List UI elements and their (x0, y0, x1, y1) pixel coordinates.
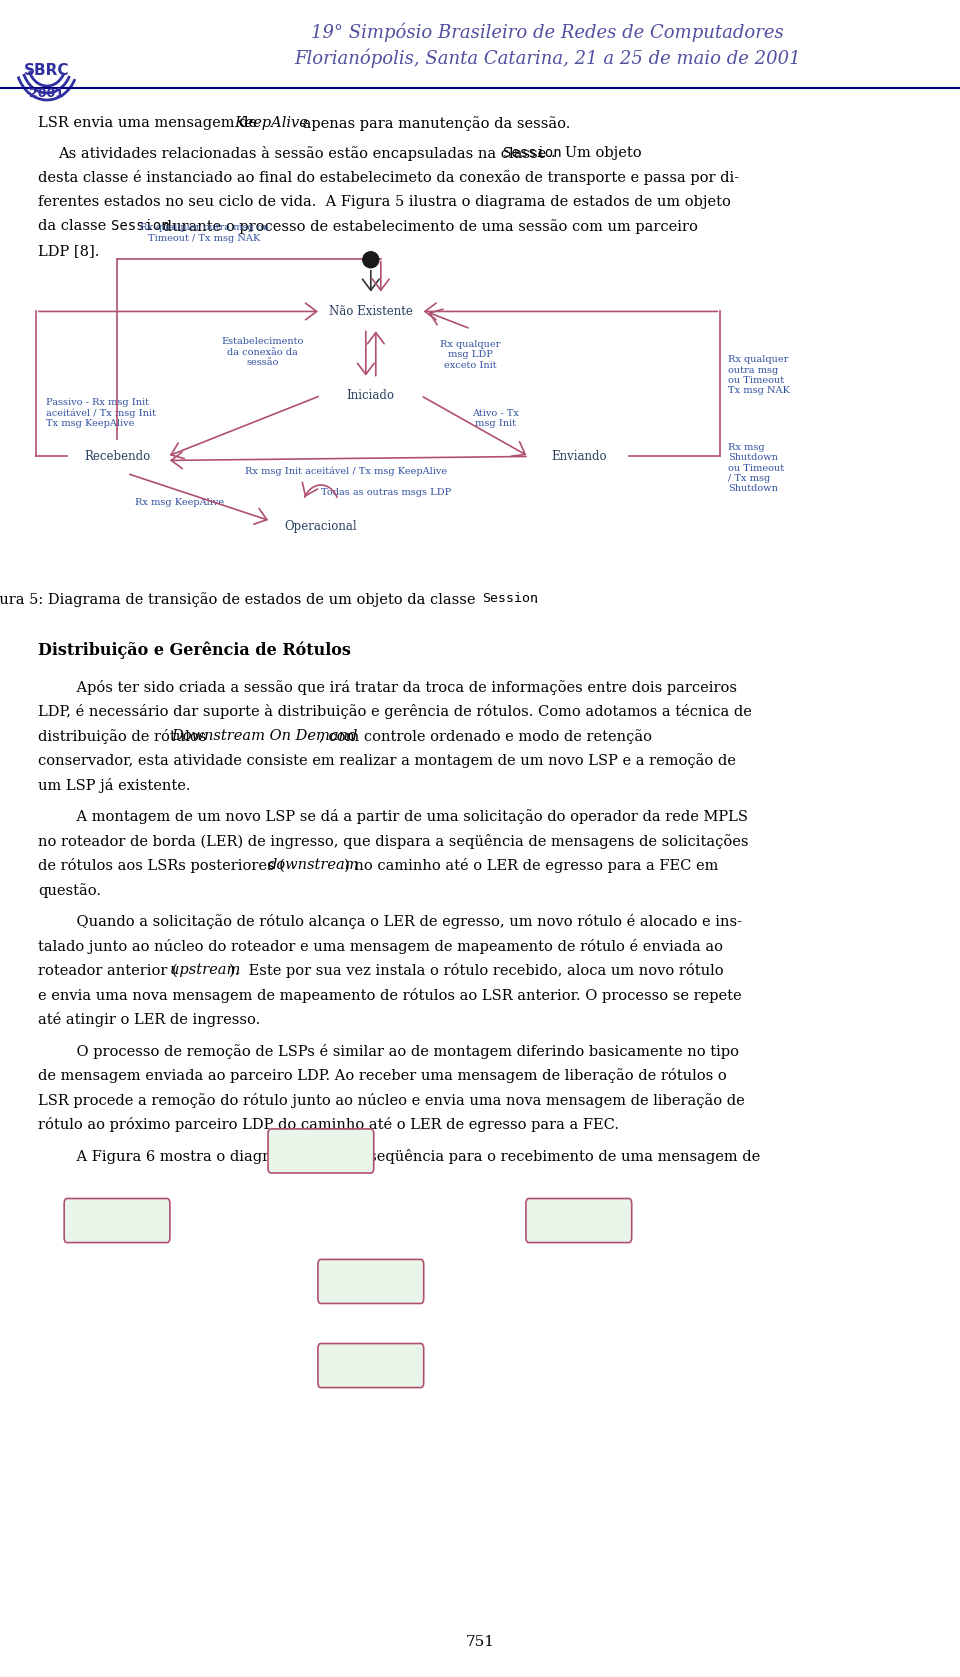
Text: Estabelecimento
da conexão da
sessão: Estabelecimento da conexão da sessão (222, 337, 303, 367)
Text: apenas para manutenção da sessão.: apenas para manutenção da sessão. (298, 116, 570, 131)
Text: no roteador de borda (LER) de ingresso, que dispara a seqüência de mensagens de : no roteador de borda (LER) de ingresso, … (38, 833, 749, 849)
Text: Enviando: Enviando (551, 449, 607, 463)
Text: de rótulos aos LSRs posteriores (: de rótulos aos LSRs posteriores ( (38, 859, 285, 874)
Text: .: . (534, 592, 539, 605)
Text: Rx qualquer
msg LDP
exceto Init: Rx qualquer msg LDP exceto Init (441, 340, 501, 371)
Text: conservador, esta atividade consiste em realizar a montagem de um novo LSP e a r: conservador, esta atividade consiste em … (38, 753, 736, 768)
Text: Não Existente: Não Existente (329, 305, 413, 319)
Text: Distribuição e Gerência de Rótulos: Distribuição e Gerência de Rótulos (38, 642, 350, 659)
Text: 2001: 2001 (30, 87, 64, 99)
Text: A montagem de um novo LSP se dá a partir de uma solicitação do operador da rede : A montagem de um novo LSP se dá a partir… (58, 810, 748, 825)
Text: ferentes estados no seu ciclo de vida.  A Figura 5 ilustra o diagrama de estados: ferentes estados no seu ciclo de vida. A… (38, 195, 731, 208)
Text: e envia uma nova mensagem de mapeamento de rótulos ao LSR anterior. O processo s: e envia uma nova mensagem de mapeamento … (38, 988, 742, 1003)
Text: talado junto ao núcleo do roteador e uma mensagem de mapeamento de rótulo é envi: talado junto ao núcleo do roteador e uma… (38, 939, 723, 954)
Text: questão.: questão. (38, 882, 101, 897)
Text: Rx msg KeepAlive: Rx msg KeepAlive (134, 498, 224, 508)
Text: rótulo ao próximo parceiro LDP do caminho até o LER de egresso para a FEC.: rótulo ao próximo parceiro LDP do caminh… (38, 1117, 619, 1132)
Text: O processo de remoção de LSPs é similar ao de montagem diferindo basicamente no : O processo de remoção de LSPs é similar … (58, 1043, 739, 1058)
Text: Rx qualquer outra msg ou
Timeout / Tx msg NAK: Rx qualquer outra msg ou Timeout / Tx ms… (140, 223, 269, 243)
Text: LDP, é necessário dar suporte à distribuição e gerência de rótulos. Como adotamo: LDP, é necessário dar suporte à distribu… (38, 704, 752, 719)
Text: Rx msg
Shutdown
ou Timeout
/ Tx msg
Shutdown: Rx msg Shutdown ou Timeout / Tx msg Shut… (729, 443, 784, 493)
Text: Passivo - Rx msg Init
aceitável / Tx msg Init
Tx msg KeepAlive: Passivo - Rx msg Init aceitável / Tx msg… (46, 397, 156, 428)
Text: Session: Session (482, 592, 538, 605)
Text: Iniciado: Iniciado (347, 389, 395, 402)
Text: Session: Session (503, 146, 562, 159)
Text: durante o processo de estabelecimento de uma sessão com um parceiro: durante o processo de estabelecimento de… (158, 220, 698, 235)
Text: ) no caminho até o LER de egresso para a FEC em: ) no caminho até o LER de egresso para a… (344, 859, 718, 874)
Text: Após ter sido criada a sessão que irá tratar da troca de informações entre dois : Após ter sido criada a sessão que irá tr… (58, 679, 737, 694)
Text: Downstream On Demand: Downstream On Demand (171, 729, 357, 743)
Text: Figura 5: Diagrama de transição de estados de um objeto da classe: Figura 5: Diagrama de transição de estad… (0, 592, 480, 607)
Text: , com controle ordenado e modo de retenção: , com controle ordenado e modo de retenç… (319, 729, 652, 743)
Text: Recebendo: Recebendo (84, 449, 150, 463)
Text: Operacional: Operacional (284, 520, 357, 533)
Text: até atingir o LER de ingresso.: até atingir o LER de ingresso. (38, 1013, 260, 1028)
Text: distribuição de rótulos: distribuição de rótulos (38, 729, 211, 745)
Text: LDP [8].: LDP [8]. (38, 243, 100, 258)
Text: LSR envia uma mensagem de: LSR envia uma mensagem de (38, 116, 262, 131)
Text: LSR procede a remoção do rótulo junto ao núcleo e envia uma nova mensagem de lib: LSR procede a remoção do rótulo junto ao… (38, 1093, 745, 1108)
Text: da classe: da classe (38, 220, 110, 233)
Text: desta classe é instanciado ao final do estabelecimeto da conexão de transporte e: desta classe é instanciado ao final do e… (38, 171, 739, 184)
Text: Florianópolis, Santa Catarina, 21 a 25 de maio de 2001: Florianópolis, Santa Catarina, 21 a 25 d… (294, 49, 801, 67)
Text: KeepAlive: KeepAlive (234, 116, 308, 131)
Text: Rx msg Init aceitável / Tx msg KeepAlive: Rx msg Init aceitável / Tx msg KeepAlive (245, 466, 447, 476)
Text: um LSP já existente.: um LSP já existente. (38, 778, 190, 793)
Text: 19° Simpósio Brasileiro de Redes de Computadores: 19° Simpósio Brasileiro de Redes de Comp… (311, 22, 783, 42)
Text: A Figura 6 mostra o diagrama UML de seqüência para o recebimento de uma mensagem: A Figura 6 mostra o diagrama UML de seqü… (58, 1149, 760, 1164)
Text: de mensagem enviada ao parceiro LDP. Ao receber uma mensagem de liberação de rót: de mensagem enviada ao parceiro LDP. Ao … (38, 1068, 727, 1083)
Text: downstream: downstream (268, 859, 360, 872)
Text: roteador anterior (: roteador anterior ( (38, 963, 178, 978)
Text: .  Um objeto: . Um objeto (551, 146, 641, 159)
Text: Todas as outras msgs LDP: Todas as outras msgs LDP (321, 488, 451, 496)
Text: SBRC: SBRC (24, 62, 70, 77)
Text: 751: 751 (466, 1635, 494, 1648)
Text: Session: Session (111, 220, 170, 233)
Text: Quando a solicitação de rótulo alcança o LER de egresso, um novo rótulo é alocad: Quando a solicitação de rótulo alcança o… (58, 914, 742, 929)
Text: upstream: upstream (170, 963, 240, 978)
Text: ).  Este por sua vez instala o rótulo recebido, aloca um novo rótulo: ). Este por sua vez instala o rótulo rec… (229, 963, 724, 978)
Text: Ativo - Tx
msg Init: Ativo - Tx msg Init (472, 409, 519, 428)
Text: Rx qualquer
outra msg
ou Timeout
Tx msg NAK: Rx qualquer outra msg ou Timeout Tx msg … (729, 356, 790, 396)
Circle shape (363, 252, 379, 268)
Text: As atividades relacionadas à sessão estão encapsuladas na classe: As atividades relacionadas à sessão estã… (58, 146, 551, 161)
